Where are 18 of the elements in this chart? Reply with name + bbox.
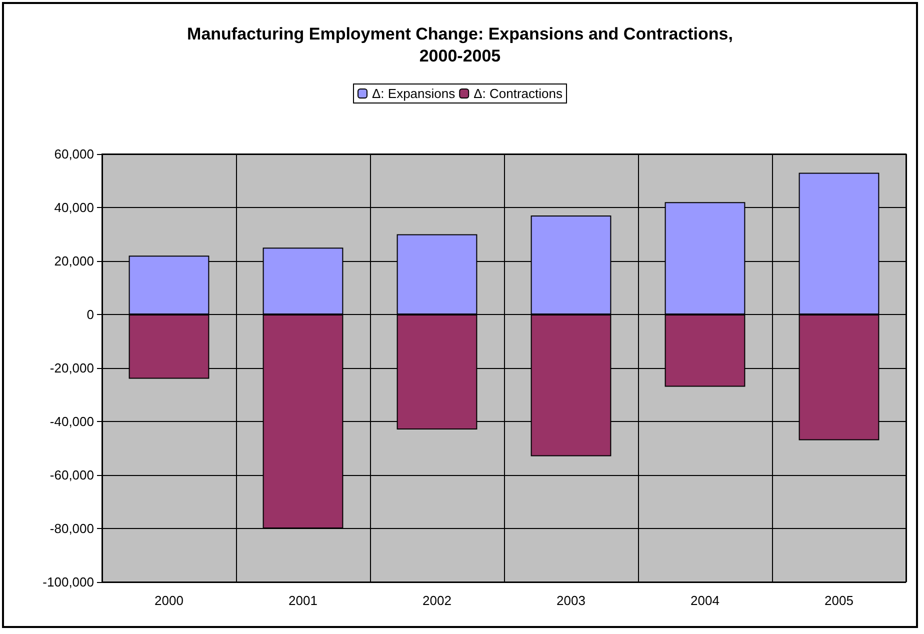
y-tick-label: -60,000 [50,468,94,482]
legend-label: Δ: Expansions [372,86,456,101]
x-tick-label: 2003 [556,593,586,608]
y-tick-label: -20,000 [50,360,94,376]
y-tick-label: -40,000 [50,414,94,429]
legend-label: Δ: Contractions [474,86,563,101]
chart-title: Manufacturing Employment Change: Expansions and Contractions, 2000-2005 [187,24,733,66]
x-tick-label: 2004 [690,593,720,608]
x-tick-label: 2005 [824,593,854,608]
y-tick-label: 0 [86,307,94,322]
y-tick-label: 60,000 [54,146,94,162]
y-tick-label: 40,000 [54,200,94,215]
y-tick-label: 20,000 [54,254,94,268]
y-tick-label: -100,000 [42,574,94,590]
y-tick-label: -80,000 [50,521,94,536]
x-tick-label: 2000 [154,593,184,608]
x-tick-label: 2002 [422,593,452,608]
x-tick-label: 2001 [288,593,318,608]
